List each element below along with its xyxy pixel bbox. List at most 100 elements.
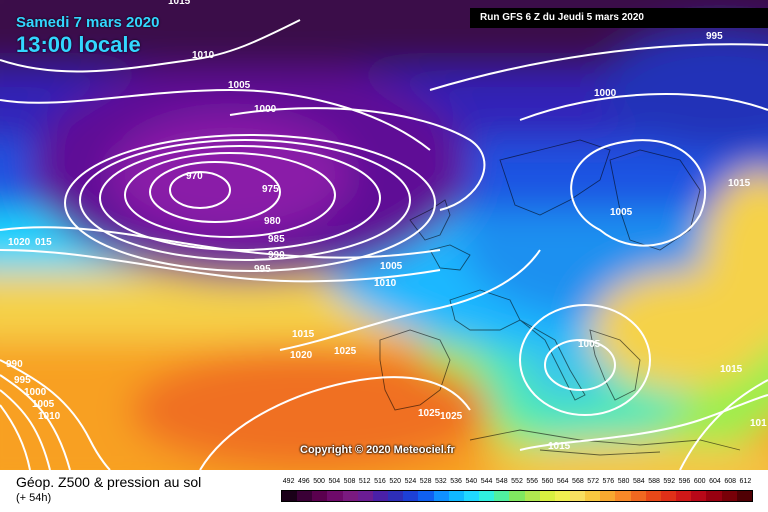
isobar-label: 1015: [720, 364, 743, 375]
scale-swatch: [524, 491, 540, 501]
scale-swatch: [736, 491, 752, 501]
scale-value: 516: [374, 478, 386, 485]
scale-value: 564: [556, 478, 569, 485]
scale-value: 492: [282, 478, 295, 485]
scale-value: 496: [297, 478, 310, 485]
scale-swatch: [357, 491, 373, 501]
isobar-label: 995: [14, 375, 31, 386]
scale-swatch: [645, 491, 661, 501]
color-scale-bar: [281, 490, 753, 502]
scale-value: 568: [572, 478, 584, 485]
isobar-label: 1010: [374, 278, 397, 289]
scale-value: 572: [587, 478, 599, 485]
scale-value: 540: [465, 478, 478, 485]
scale-value: 580: [617, 478, 630, 485]
isobar-label: 1015: [292, 329, 315, 340]
scale-swatch: [372, 491, 389, 501]
isobar-label: 1000: [254, 104, 277, 115]
geopotential-field: [0, 0, 768, 470]
isobar-label: 1010: [38, 411, 61, 422]
scale-swatch: [554, 491, 570, 501]
isobar-label: 015: [35, 237, 52, 248]
scale-swatch: [676, 491, 692, 501]
scale-swatch: [615, 491, 631, 501]
isobar-label: 1015: [168, 0, 191, 7]
isobar-label: 1000: [24, 387, 47, 398]
isobar-label: 995: [706, 31, 723, 42]
isobar-label: 1025: [334, 346, 357, 357]
scale-value: 612: [739, 478, 752, 485]
scale-swatch: [388, 491, 404, 501]
coastlines: [379, 139, 741, 456]
scale-value: 600: [693, 478, 706, 485]
scale-swatch: [600, 491, 616, 501]
scale-value: 544: [480, 478, 493, 485]
isobar-label: 1015: [728, 178, 751, 189]
scale-value: 512: [358, 478, 371, 485]
scale-swatch: [297, 491, 313, 501]
scale-swatch: [312, 491, 328, 501]
scale-value: 592: [663, 478, 676, 485]
scale-value: 520: [389, 478, 402, 485]
isobar-label: 980: [264, 216, 281, 227]
scale-swatch: [585, 491, 601, 501]
isobar-label: 1005: [228, 80, 251, 91]
scale-swatch: [494, 491, 510, 501]
scale-value: 560: [541, 478, 554, 485]
scale-value: 608: [724, 478, 736, 485]
scale-value: 508: [343, 478, 356, 485]
scale-value: 556: [526, 478, 539, 485]
isobar-label: 1015: [548, 441, 571, 452]
scale-swatch: [403, 491, 419, 501]
isobar-label: 970: [186, 171, 203, 182]
isobar-label: 975: [262, 184, 279, 195]
scale-value: 588: [648, 478, 660, 485]
scale-swatch: [418, 491, 434, 501]
isobar-label: 1025: [440, 411, 463, 422]
isobar-label: 1020: [290, 350, 313, 361]
scale-swatch: [509, 491, 525, 501]
scale-swatch: [721, 491, 737, 501]
isobar-label: 1025: [418, 408, 441, 419]
scale-value: 552: [511, 478, 523, 485]
isobar-label: 1010: [192, 50, 215, 61]
scale-value: 604: [709, 478, 721, 485]
scale-swatch: [569, 491, 586, 501]
scale-value: 528: [419, 478, 432, 485]
local-time: 13:00 locale: [16, 32, 141, 57]
scale-swatch: [282, 491, 298, 501]
isobar-label: 1020: [8, 237, 31, 248]
model-run-label: Run GFS 6 Z du Jeudi 5 mars 2020: [470, 8, 768, 28]
scale-value: 548: [495, 478, 508, 485]
isobar-label: 1005: [578, 339, 601, 350]
isobar-label: 1005: [32, 399, 55, 410]
scale-swatch: [630, 491, 646, 501]
scale-value: 504: [328, 478, 341, 485]
isobar-label: 985: [268, 234, 285, 245]
scale-swatch: [660, 491, 677, 501]
scale-swatch: [342, 491, 358, 501]
scale-swatch: [327, 491, 343, 501]
isobar-label: 1005: [610, 207, 633, 218]
scale-value: 524: [404, 478, 417, 485]
scale-swatch: [479, 491, 495, 501]
legend-panel: Géop. Z500 & pression au sol (+ 54h) 492…: [0, 470, 768, 512]
forecast-date: Samedi 7 mars 2020: [16, 14, 160, 31]
scale-swatch: [539, 491, 555, 501]
isobar-label: 101: [750, 418, 767, 429]
scale-swatch: [691, 491, 707, 501]
scale-value: 596: [678, 478, 691, 485]
scale-value: 500: [313, 478, 325, 485]
isobar-label: 990: [6, 359, 23, 370]
isobar-label: 995: [254, 264, 271, 275]
scale-swatch: [448, 491, 464, 501]
scale-swatch: [706, 491, 722, 501]
scale-swatch: [463, 491, 480, 501]
forecast-lead-time: (+ 54h): [16, 492, 52, 504]
scale-value: 576: [602, 478, 615, 485]
isobar-label: 990: [268, 250, 285, 261]
scale-value: 584: [632, 478, 645, 485]
